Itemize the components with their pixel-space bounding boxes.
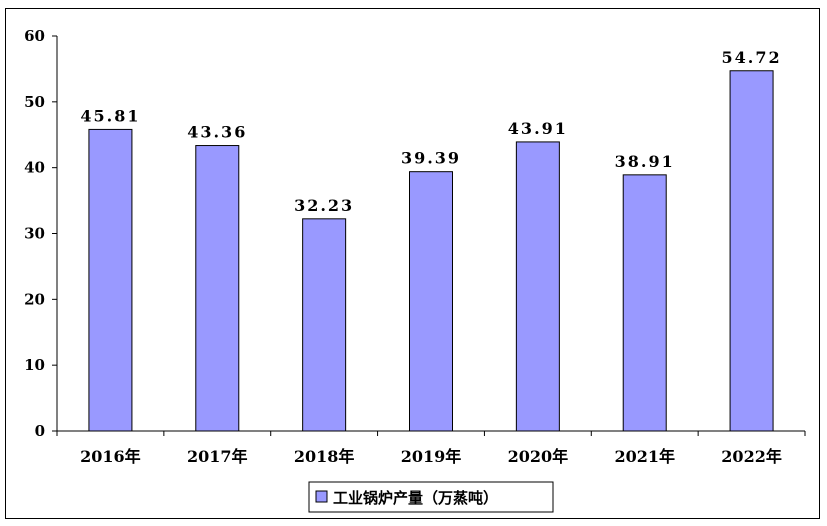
bar [195, 145, 240, 432]
y-tick-label: 60 [24, 27, 45, 45]
bar [729, 70, 774, 432]
x-tick-label: 2019年 [401, 447, 462, 466]
x-tick-label: 2016年 [80, 447, 141, 466]
x-axis: 2016年 2017年 2018年 2019年 2020年 2021年 2022年 [56, 430, 806, 466]
y-tick-label: 10 [24, 356, 45, 374]
x-tick-label: 2022年 [721, 447, 782, 466]
legend-swatch [315, 490, 328, 503]
legend-box [308, 481, 554, 513]
x-tick-label: 2020年 [508, 447, 569, 466]
y-axis: 0 10 20 30 40 50 60 [24, 27, 58, 440]
data-label: 43.91 [508, 119, 568, 138]
bar [622, 174, 667, 432]
bars [88, 70, 774, 432]
data-label: 38.91 [615, 152, 675, 171]
data-label: 54.72 [722, 48, 782, 67]
data-labels: 45.81 43.36 32.23 39.39 43.91 38.91 54.72 [80, 48, 782, 215]
bar [88, 128, 133, 432]
x-tick-label: 2017年 [187, 447, 248, 466]
bar [515, 141, 560, 432]
bar [302, 218, 347, 432]
x-tick-label: 2018年 [294, 447, 355, 466]
y-tick-label: 30 [24, 225, 45, 243]
legend-label: 工业锅炉产量（万蒸吨） [333, 489, 498, 507]
y-tick-label: 40 [24, 159, 45, 177]
x-tick-label: 2021年 [614, 447, 675, 466]
legend: 工业锅炉产量（万蒸吨） [308, 481, 554, 513]
y-tick-label: 0 [35, 422, 45, 440]
data-label: 43.36 [187, 123, 247, 142]
data-label: 39.39 [401, 149, 461, 168]
bar [409, 171, 453, 432]
data-label: 32.23 [294, 196, 354, 215]
y-tick-label: 20 [24, 290, 45, 308]
data-label: 45.81 [80, 106, 140, 125]
y-tick-label: 50 [24, 93, 45, 111]
